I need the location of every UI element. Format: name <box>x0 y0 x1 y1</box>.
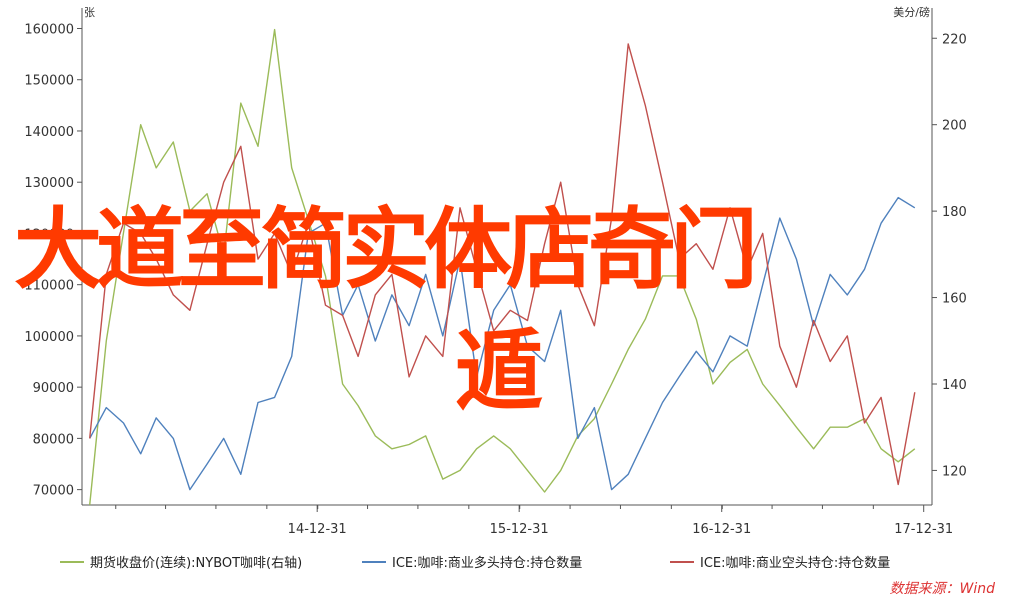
legend-item-short[interactable]: ICE:咖啡:商业空头持仓:持仓数量 <box>670 552 890 571</box>
left-tick-label: 100000 <box>24 330 74 345</box>
legend-item-long[interactable]: ICE:咖啡:商业多头持仓:持仓数量 <box>362 552 582 571</box>
left-tick-label: 130000 <box>24 176 74 191</box>
right-tick-label: 140 <box>942 378 967 393</box>
plot-area: 张 美分/磅 70000 80000 90000 100000 110000 120000… <box>24 5 966 537</box>
right-axis-ticks: 120 140 160 180 200 220 <box>932 32 967 479</box>
right-axis-unit: 美分/磅 <box>893 5 930 19</box>
legend-swatch <box>362 560 386 563</box>
x-tick-label: 15-12-31 <box>490 522 549 537</box>
x-axis-ticks: 14-12-31 15-12-31 16-12-31 17-12-31 <box>115 505 953 537</box>
left-tick-label: 90000 <box>33 381 74 396</box>
left-tick-label: 70000 <box>33 484 74 499</box>
legend-swatch <box>670 560 694 563</box>
left-axis-ticks: 70000 80000 90000 100000 110000 120000 130000 1… <box>24 22 82 499</box>
left-tick-label: 160000 <box>24 22 74 37</box>
legend-label: ICE:咖啡:商业多头持仓:持仓数量 <box>392 556 583 571</box>
series-line-3 <box>89 43 916 486</box>
legend-label: ICE:咖啡:商业空头持仓:持仓数量 <box>700 556 891 571</box>
right-tick-label: 120 <box>942 464 967 479</box>
left-tick-label: 140000 <box>24 125 74 140</box>
x-tick-label: 14-12-31 <box>288 522 347 537</box>
legend-swatch <box>60 560 84 563</box>
right-tick-label: 200 <box>942 119 967 134</box>
left-tick-label: 150000 <box>24 74 74 89</box>
left-tick-label: 80000 <box>33 432 74 447</box>
right-tick-label: 180 <box>942 205 967 220</box>
right-tick-label: 160 <box>942 292 967 307</box>
legend-item-nybot[interactable]: 期货收盘价(连续):NYBOT咖啡(右轴) <box>60 552 302 571</box>
data-source: 数据来源：Wind <box>889 581 996 597</box>
series-layer <box>89 28 916 506</box>
legend-label: 期货收盘价(连续):NYBOT咖啡(右轴) <box>90 556 303 571</box>
left-tick-label: 120000 <box>24 227 74 242</box>
right-tick-label: 220 <box>942 32 967 47</box>
x-tick-label: 17-12-31 <box>894 522 953 537</box>
series-line-1 <box>89 28 916 506</box>
series-line-2 <box>89 196 916 491</box>
x-tick-label: 16-12-31 <box>692 522 751 537</box>
left-tick-label: 110000 <box>24 279 74 294</box>
left-axis-unit: 张 <box>84 6 95 19</box>
legend: 期货收盘价(连续):NYBOT咖啡(右轴) ICE:咖啡:商业多头持仓:持仓数量… <box>60 552 1013 572</box>
